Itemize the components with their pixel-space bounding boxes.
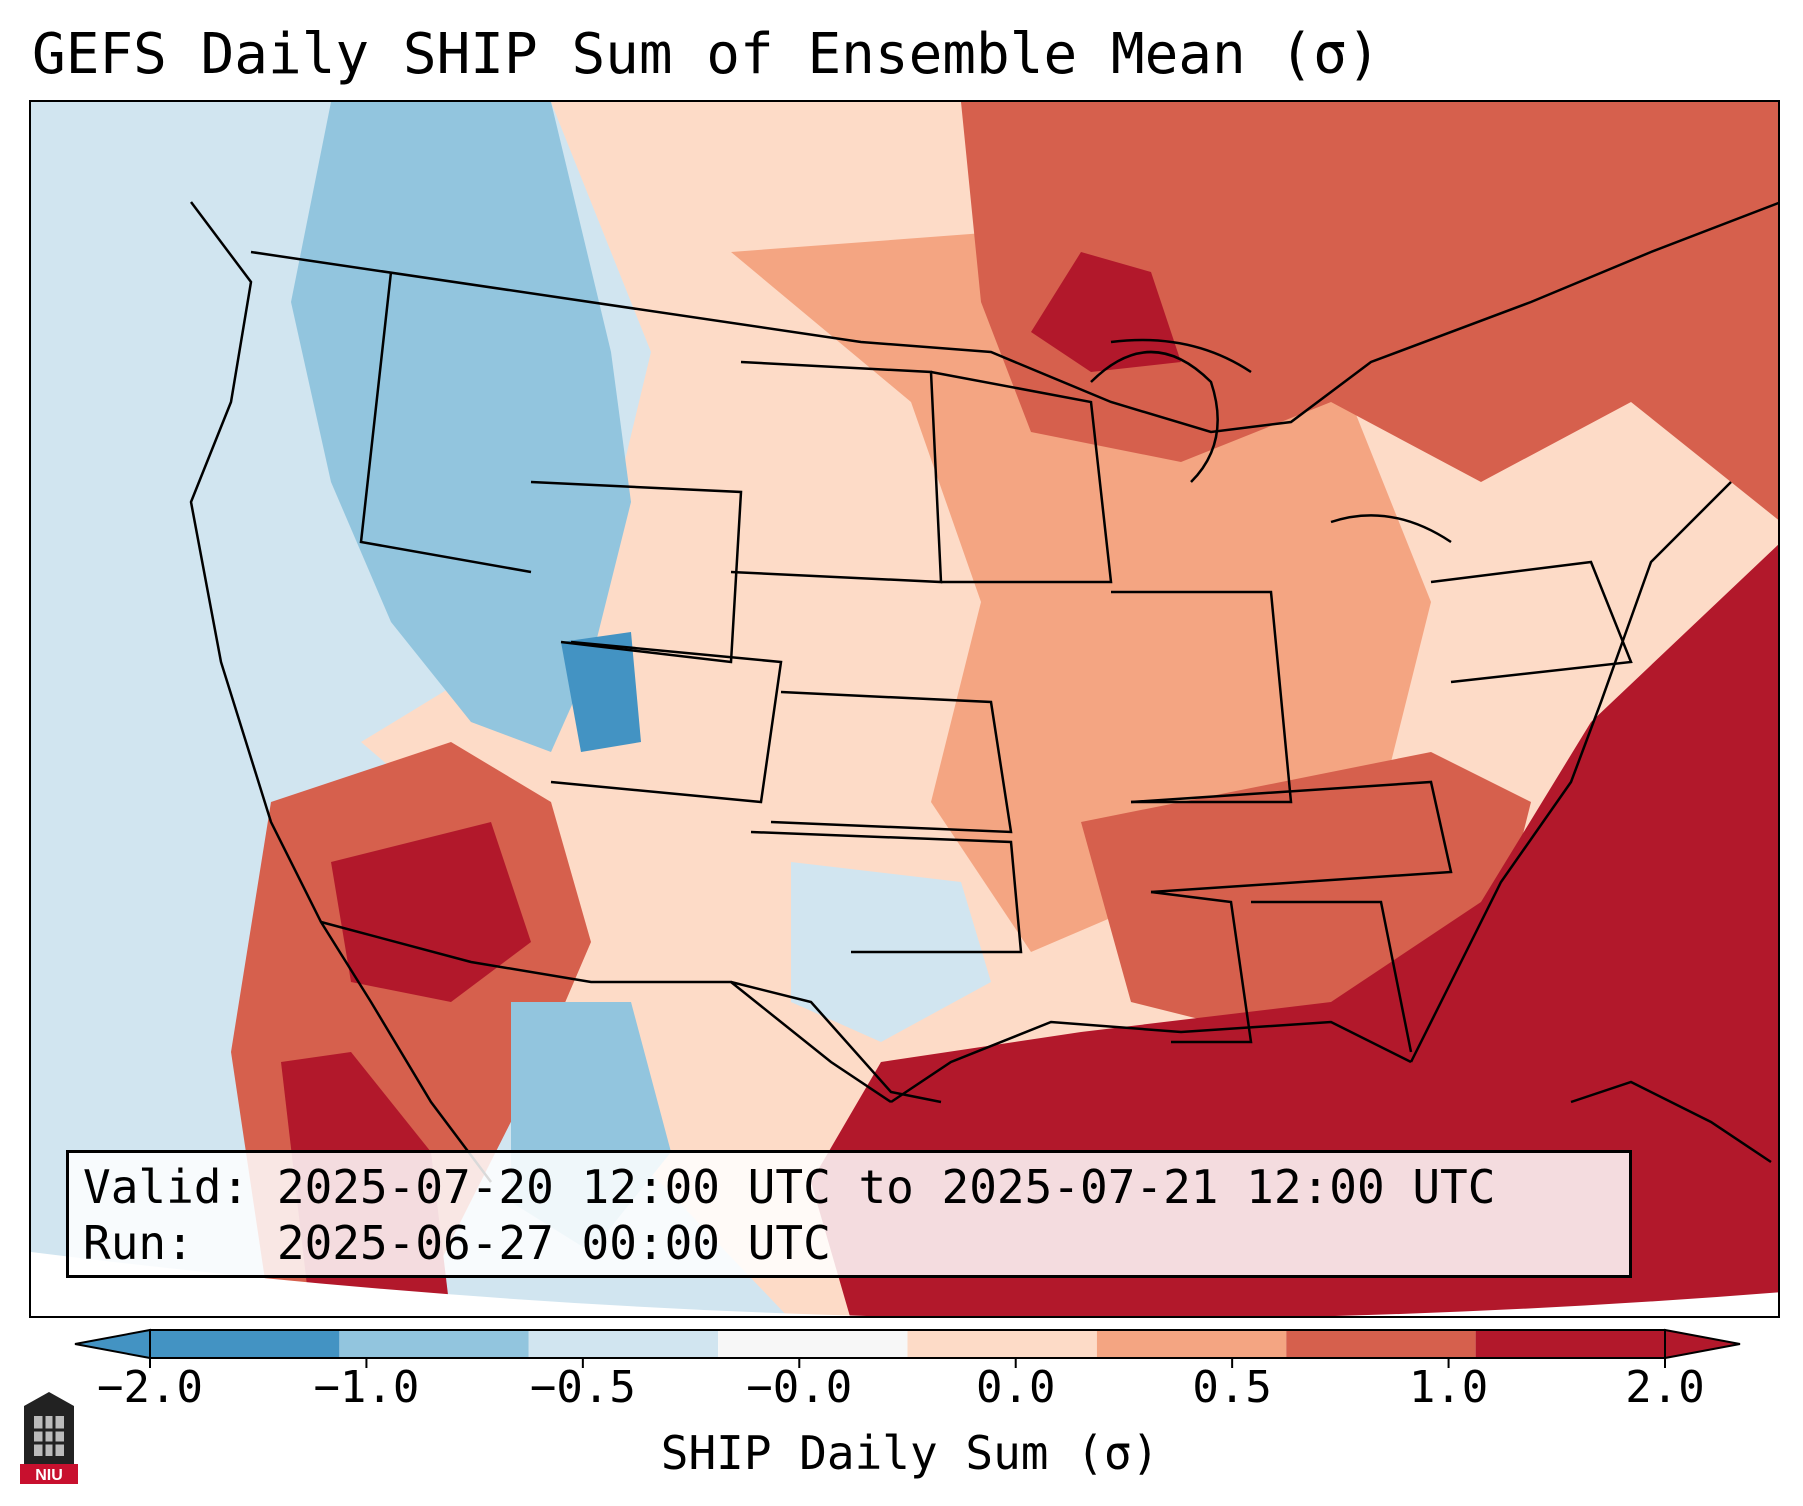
wyoming-border: [530, 480, 743, 664]
lake-superior-outline: [1110, 338, 1252, 374]
lake-erie-outline: [1330, 514, 1452, 544]
valid-label: Valid:: [83, 1160, 250, 1214]
idaho-border: [359, 271, 532, 574]
chart-title: GEFS Daily SHIP Sum of Ensemble Mean (σ): [32, 22, 1381, 87]
colorbar-segment: [1096, 1330, 1287, 1358]
colorbar-segment: [907, 1330, 1097, 1358]
map-panel: [29, 100, 1780, 1318]
colorbar-segment: [1286, 1330, 1476, 1358]
logo-text: NIU: [35, 1467, 63, 1484]
colorbar-tick-label: −2.0: [97, 1362, 203, 1413]
dakotas-border: [730, 360, 943, 584]
minnesota-border: [930, 370, 1113, 584]
midwest-states-border: [1111, 590, 1293, 804]
kansas-border: [770, 690, 1013, 834]
atlantic-coast-line: [1409, 481, 1732, 1063]
tennessee-border: [1130, 780, 1453, 894]
mississippi-border: [1150, 890, 1253, 1044]
colorbar-segment: [1475, 1330, 1665, 1358]
valid-value: 2025-07-20 12:00 UTC to 2025-07-21 12:00…: [276, 1160, 1496, 1214]
colorbar-outline: [149, 1329, 1666, 1359]
northeast-border: [1430, 560, 1633, 684]
colorbar-segment: [339, 1330, 529, 1358]
alabama-georgia-border: [1251, 900, 1413, 1053]
info-box: Valid: 2025-07-20 12:00 UTC to 2025-07-2…: [66, 1150, 1632, 1278]
ontario-peak: [1031, 252, 1181, 372]
map-svg: [31, 102, 1778, 1316]
colorado-cool: [561, 632, 641, 752]
us-canada-border: [250, 201, 1778, 434]
gulf-coast-line: [890, 1020, 1412, 1104]
colorbar-segment: [528, 1330, 719, 1358]
colorbar-extend-high: [1664, 1328, 1741, 1360]
colorbar-tick-label: 2.0: [1625, 1362, 1705, 1413]
colorbar-extend-low: [74, 1328, 151, 1360]
texas-border: [730, 980, 942, 1104]
university-tower-icon: NIU: [20, 1392, 78, 1484]
colorbar-tick-label: −1.0: [313, 1362, 420, 1413]
arizona-peak: [331, 822, 531, 1002]
colorbar: [74, 1328, 1741, 1368]
colorbar-tick-label: 0.0: [975, 1362, 1056, 1413]
colorbar-tick-label: −0.0: [746, 1362, 853, 1413]
lake-michigan-outline: [1090, 350, 1219, 483]
colorado-border: [550, 640, 783, 804]
great-lakes-strong: [961, 102, 1778, 520]
cuba-outline: [1570, 1080, 1772, 1164]
colorbar-tick-label: −0.5: [529, 1362, 636, 1413]
colorbar-segment: [718, 1330, 908, 1358]
northwest-cool: [291, 102, 631, 752]
west-coast-line: [189, 201, 492, 1183]
run-value: 2025-06-27 00:00 UTC: [276, 1216, 831, 1270]
colorbar-tick-label: 0.5: [1192, 1362, 1272, 1413]
gulf-atlantic-peak: [811, 544, 1778, 1316]
projection-edge: [31, 1252, 1778, 1316]
oklahoma-border: [750, 830, 1023, 954]
us-mexico-border: [320, 920, 892, 1104]
political-boundaries: [189, 201, 1778, 1183]
colorbar-segment: [150, 1330, 340, 1358]
colorbar-tick-label: 1.0: [1408, 1362, 1489, 1413]
run-label: Run:: [83, 1216, 194, 1270]
colorbar-label: SHIP Daily Sum (σ): [660, 1426, 1160, 1480]
